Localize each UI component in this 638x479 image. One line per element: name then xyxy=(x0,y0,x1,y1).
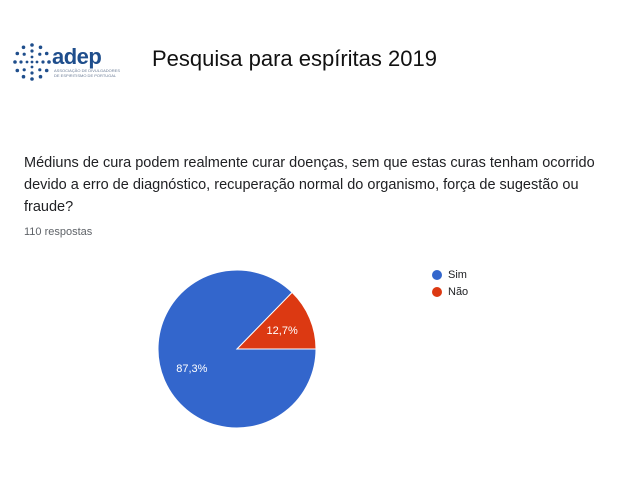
slide-title: Pesquisa para espíritas 2019 xyxy=(152,46,437,71)
pie-label-n-o: 12,7% xyxy=(267,325,298,337)
legend-item: Não xyxy=(432,283,468,300)
logo-subtitle: ASSOCIAÇÃO DE DIVULGADORES DE ESPIRITISM… xyxy=(54,68,121,78)
slide-header: adep ASSOCIAÇÃO DE DIVULGADORES DE ESPIR… xyxy=(0,0,638,110)
legend-label: Sim xyxy=(448,268,467,281)
responses-count: 110 respostas xyxy=(24,226,93,238)
pie-label-sim: 87,3% xyxy=(176,363,207,375)
survey-question: Médiuns de cura podem realmente curar do… xyxy=(24,155,595,215)
pie-slice-n-o xyxy=(235,291,317,350)
legend-item: Sim xyxy=(432,266,468,283)
legend-swatch xyxy=(432,286,442,297)
legend-swatch xyxy=(432,269,442,280)
logo-text: adep xyxy=(52,44,102,69)
chart-legend: Sim Não xyxy=(432,266,468,300)
pie-chart: 87,3% 12,7% xyxy=(157,269,317,429)
legend-label: Não xyxy=(448,285,469,298)
adep-logo-icon xyxy=(13,43,51,81)
